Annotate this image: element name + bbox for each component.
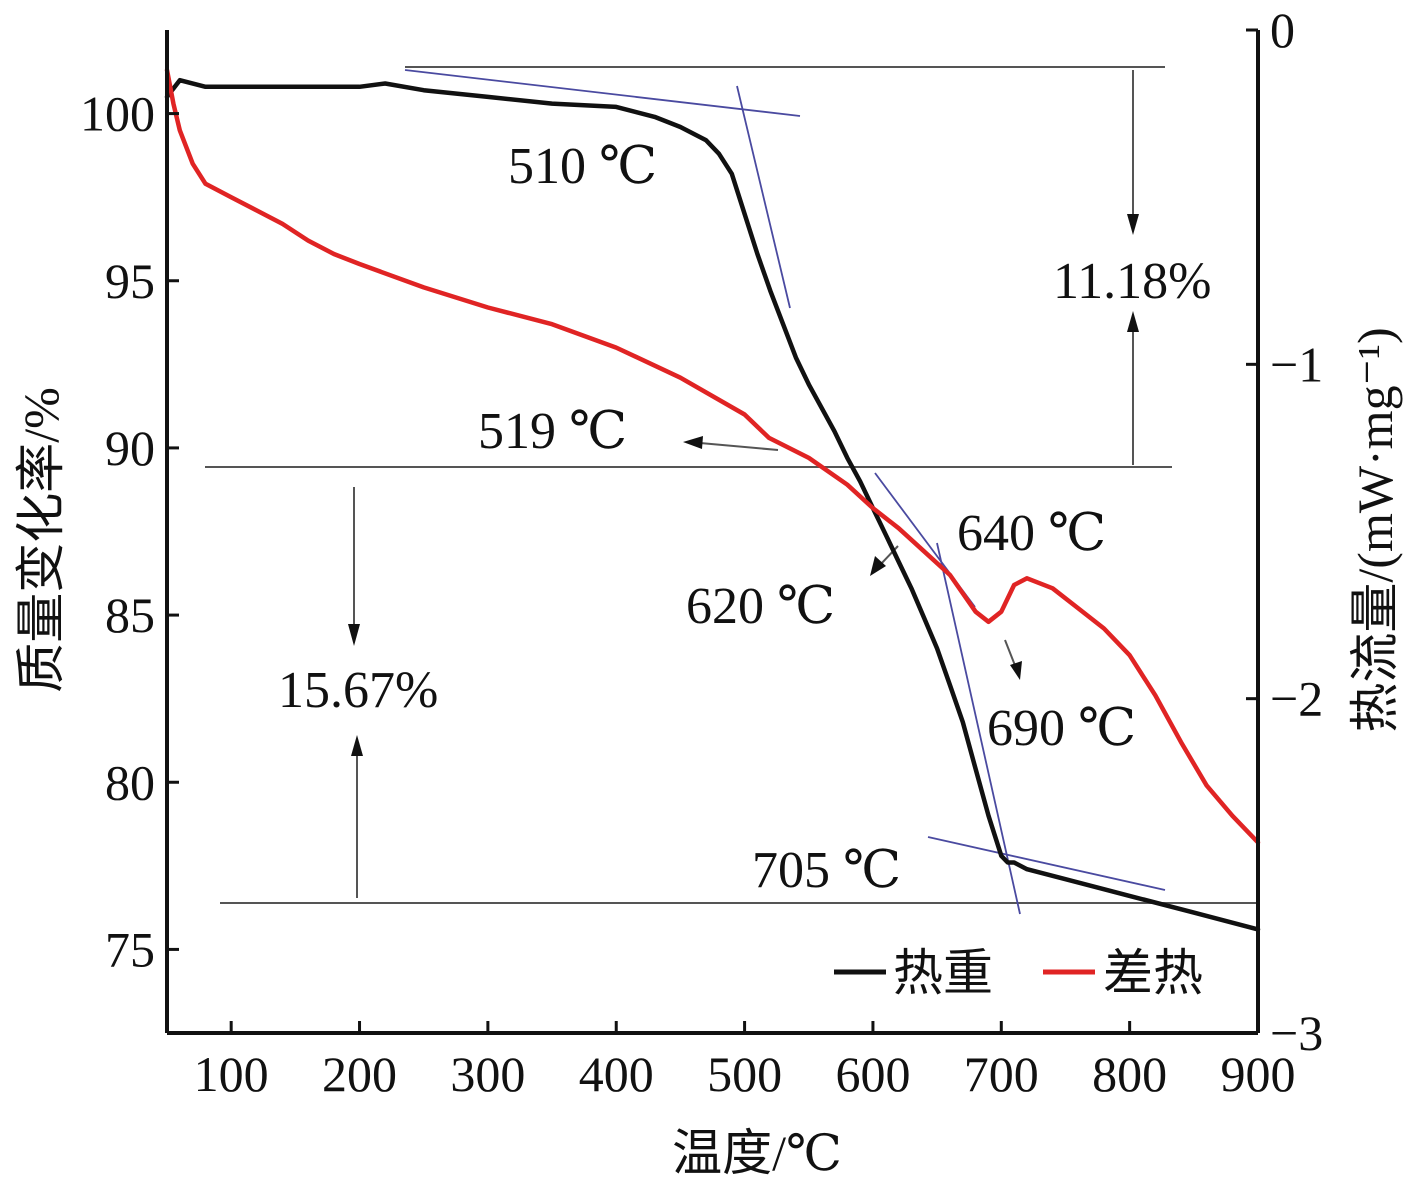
annotation-690: 690 ℃ (987, 700, 1136, 757)
left-y-axis-title: 质量变化率/% (13, 387, 69, 693)
annotation-640: 640 ℃ (957, 505, 1106, 562)
x-tick-label: 900 (1221, 1046, 1296, 1102)
annotation-loss-11: 11.18% (1053, 253, 1211, 310)
arrow-519-shaft (699, 442, 779, 451)
x-tick-label: 800 (1092, 1046, 1167, 1102)
left-y-tick-label: 75 (105, 921, 155, 977)
x-tick-label: 300 (450, 1046, 525, 1102)
tangent-510-baseline (404, 69, 801, 117)
right-y-axis-ticks: −3 −2 −1 0 (1246, 2, 1323, 1061)
tangent-510-slope (736, 85, 791, 309)
x-tick-label: 700 (964, 1046, 1039, 1102)
left-y-tick-label: 80 (105, 754, 155, 810)
series-layer (164, 67, 1261, 932)
loss-15-arrow-head-down (348, 624, 360, 646)
x-tick-label: 200 (322, 1046, 397, 1102)
annotation-620: 620 ℃ (686, 578, 835, 635)
x-tick-label: 100 (194, 1046, 269, 1102)
arrow-620-head (870, 556, 886, 576)
reference-lines (205, 66, 1258, 904)
right-y-tick-label: −2 (1270, 671, 1323, 727)
right-y-tick-label: −3 (1270, 1005, 1323, 1061)
arrow-690-shaft (1004, 639, 1017, 669)
right-y-axis-title: 热流量/(mW·mg⁻¹) (1347, 327, 1403, 732)
x-tick-label: 400 (579, 1046, 654, 1102)
axes-frame (165, 30, 1260, 1035)
legend: 热重 差热 (834, 945, 1203, 1001)
arrow-519-head (683, 436, 703, 449)
x-axis-title: 温度/℃ (672, 1125, 842, 1181)
annotation-519: 519 ℃ (478, 403, 627, 460)
left-y-tick-label: 85 (105, 587, 155, 643)
left-y-tick-label: 90 (105, 420, 155, 476)
arrow-690-head (1010, 661, 1022, 680)
x-tick-label: 500 (707, 1046, 782, 1102)
legend-label-dsc: 差热 (1103, 945, 1203, 1001)
left-y-tick-label: 95 (105, 253, 155, 309)
tga-series-line (164, 77, 1261, 932)
x-tick-label: 600 (835, 1046, 910, 1102)
annotation-705: 705 ℃ (752, 842, 901, 899)
loss-15-arrow-head-up (351, 735, 363, 756)
loss-11-arrow-head-down (1127, 214, 1139, 235)
legend-label-tga: 热重 (893, 945, 993, 1001)
tangent-640-lower (936, 542, 1021, 915)
x-axis-ticks: 100 200 300 400 500 600 700 800 900 (194, 1021, 1296, 1102)
annotation-loss-15: 15.67% (278, 662, 438, 719)
arrow-heads (348, 214, 1139, 756)
dsc-series-line (164, 67, 1261, 845)
annotation-510: 510 ℃ (508, 138, 657, 195)
left-y-axis-ticks: 75 80 85 90 95 100 (80, 86, 179, 977)
tangent-lines (404, 69, 1166, 915)
loss-11-arrow-head-up (1127, 311, 1139, 332)
right-y-tick-label: −1 (1270, 336, 1323, 392)
tangent-705-baseline (927, 836, 1166, 891)
right-y-tick-label: 0 (1270, 2, 1295, 58)
left-y-tick-label: 100 (80, 86, 155, 142)
